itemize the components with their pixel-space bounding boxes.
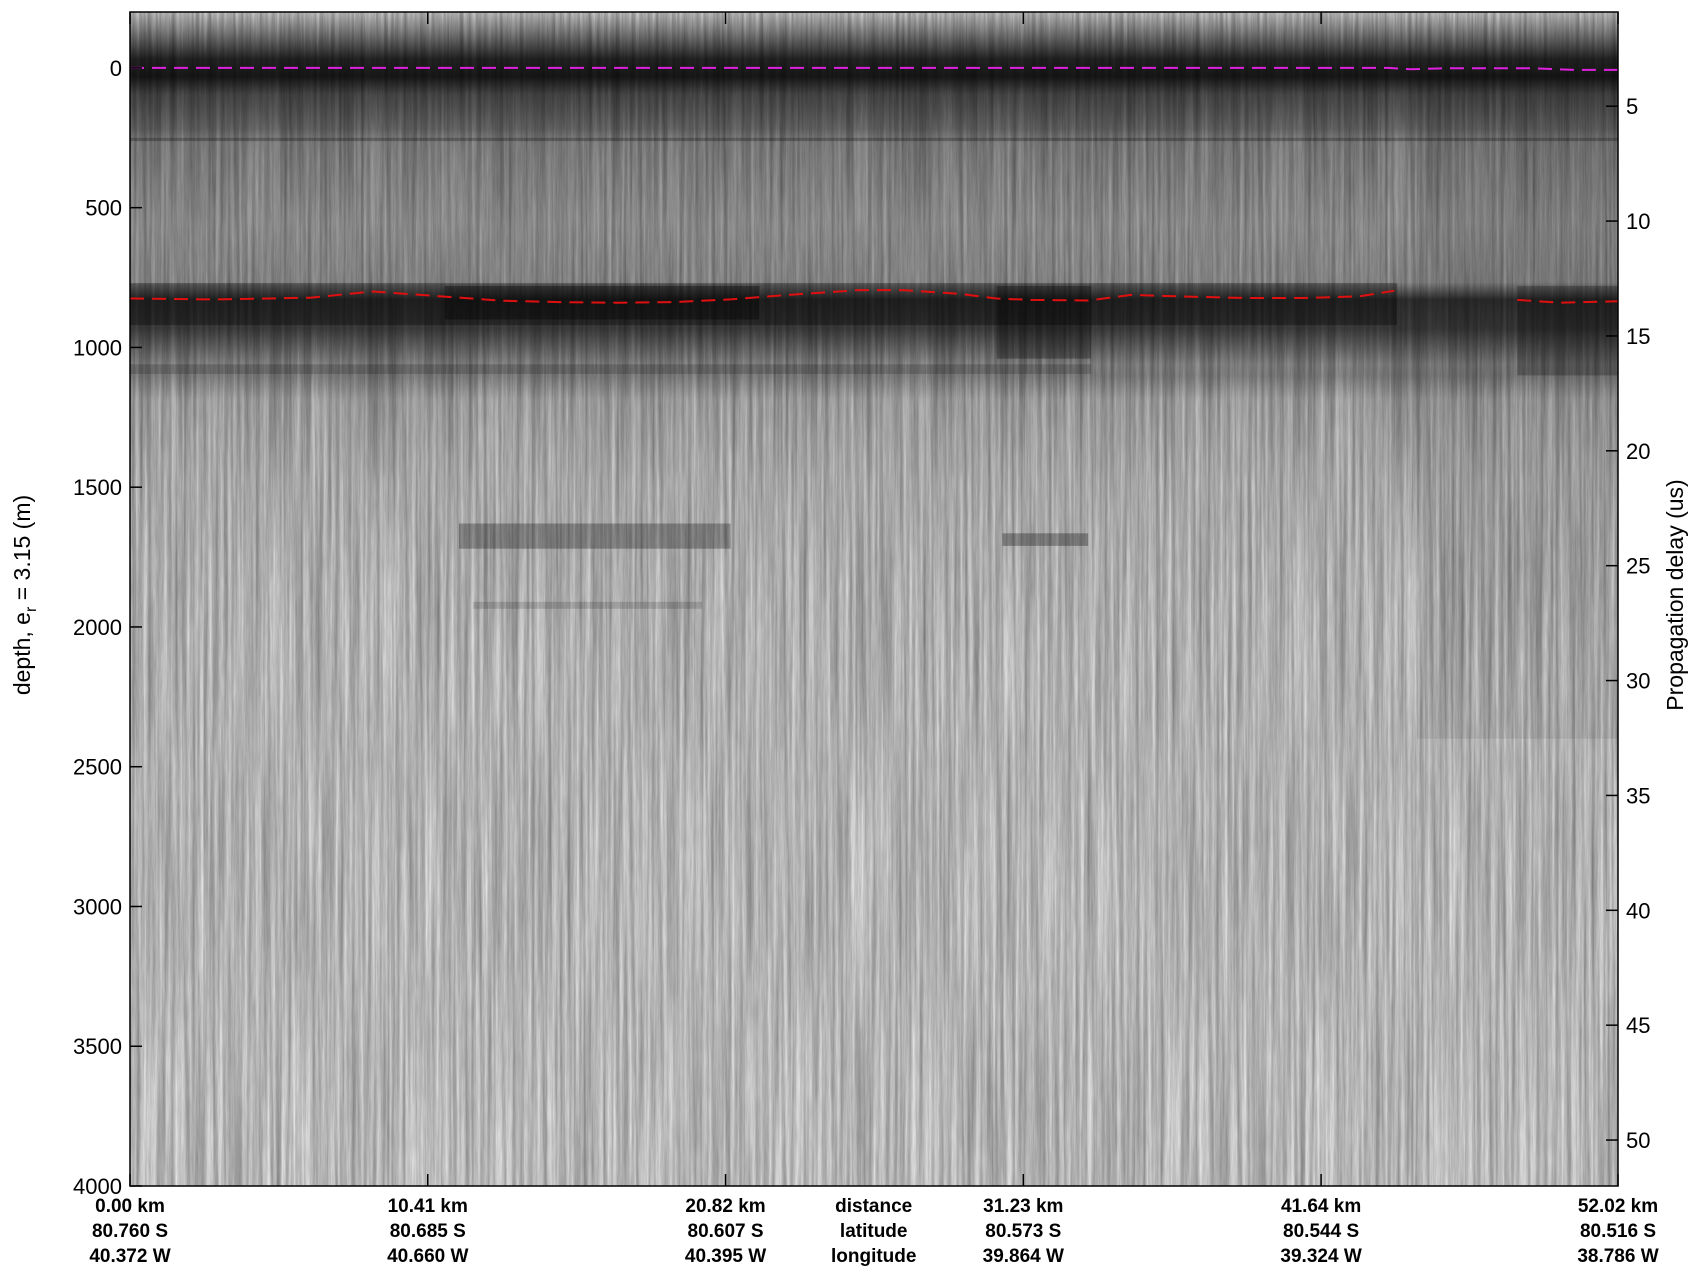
left-tick-label: 2500 bbox=[73, 755, 122, 780]
x-row-label-latitude: latitude bbox=[840, 1221, 908, 1242]
x-tick-label-longitude: 40.372 W bbox=[89, 1246, 170, 1267]
echo-band bbox=[1417, 73, 1618, 739]
x-tick-label-distance: 10.41 km bbox=[388, 1196, 468, 1217]
echo-band bbox=[458, 523, 731, 549]
echo-band bbox=[1002, 533, 1089, 546]
x-tick-label-distance: 31.23 km bbox=[983, 1196, 1063, 1217]
right-tick-label: 10 bbox=[1626, 209, 1650, 234]
echogram-features bbox=[130, 73, 1618, 739]
x-tick-label-latitude: 80.516 S bbox=[1580, 1221, 1656, 1242]
right-tick-label: 5 bbox=[1626, 94, 1638, 119]
echo-band bbox=[130, 283, 1398, 326]
left-tick-label: 2000 bbox=[73, 615, 122, 640]
echo-band bbox=[1517, 285, 1618, 376]
x-tick-label-latitude: 80.607 S bbox=[688, 1221, 764, 1242]
bottom-axis: 0.00 km 80.760 S 40.372 W 10.41 km 80.685 S 4… bbox=[89, 12, 1659, 1267]
layer-picks bbox=[130, 66, 1618, 304]
x-tick-label-longitude: 39.324 W bbox=[1280, 1246, 1361, 1267]
left-tick-label: 3000 bbox=[73, 894, 122, 919]
right-tick-label: 20 bbox=[1626, 439, 1650, 464]
echo-band bbox=[130, 364, 1092, 374]
left-tick-label: 500 bbox=[85, 196, 122, 221]
left-tick-label: 1000 bbox=[73, 335, 122, 360]
left-tick-label: 1500 bbox=[73, 475, 122, 500]
right-tick-label: 45 bbox=[1626, 1013, 1650, 1038]
right-tick-label: 50 bbox=[1626, 1128, 1650, 1153]
left-axis: 0 500 1000 1500 2000 2500 3000 3500 4000 bbox=[73, 56, 142, 1199]
left-tick-label: 4000 bbox=[73, 1174, 122, 1199]
right-tick-label: 25 bbox=[1626, 554, 1650, 579]
x-tick-label-latitude: 80.544 S bbox=[1283, 1221, 1359, 1242]
right-tick-label: 40 bbox=[1626, 898, 1650, 923]
echogram-noise bbox=[130, 12, 1618, 1186]
x-tick-label-distance: 52.02 km bbox=[1578, 1196, 1658, 1217]
x-tick-label-latitude: 80.760 S bbox=[92, 1221, 168, 1242]
x-tick-label-distance: 0.00 km bbox=[95, 1196, 165, 1217]
x-tick-label-longitude: 40.660 W bbox=[387, 1246, 468, 1267]
left-tick-label: 0 bbox=[110, 56, 122, 81]
x-tick-label-distance: 20.82 km bbox=[685, 1196, 765, 1217]
x-tick-label-longitude: 38.786 W bbox=[1577, 1246, 1658, 1267]
x-tick-label-distance: 41.64 km bbox=[1281, 1196, 1361, 1217]
plot-area bbox=[130, 12, 1618, 1186]
x-row-label-distance: distance bbox=[835, 1196, 912, 1217]
surface-pick-line bbox=[130, 66, 1618, 71]
right-tick-label: 15 bbox=[1626, 324, 1650, 349]
right-tick-label: 30 bbox=[1626, 669, 1650, 694]
left-tick-label: 3500 bbox=[73, 1034, 122, 1059]
x-tick-label-latitude: 80.685 S bbox=[390, 1221, 466, 1242]
x-tick-label-longitude: 39.864 W bbox=[983, 1246, 1064, 1267]
bed-pick-line bbox=[130, 289, 1395, 304]
x-row-label-longitude: longitude bbox=[831, 1246, 916, 1267]
right-tick-label: 35 bbox=[1626, 783, 1650, 808]
x-tick-label-longitude: 40.395 W bbox=[685, 1246, 766, 1267]
x-tick-label-latitude: 80.573 S bbox=[985, 1221, 1061, 1242]
plot-frame bbox=[129, 11, 1619, 1187]
echo-band bbox=[130, 137, 1618, 142]
echo-band bbox=[996, 285, 1092, 359]
right-axis: 5 10 15 20 25 30 35 40 45 50 bbox=[1606, 94, 1650, 1153]
left-axis-title: depth, er = 3.15 (m) bbox=[9, 495, 40, 695]
echo-band bbox=[473, 601, 703, 609]
right-axis-title: Propagation delay (us) bbox=[1662, 479, 1688, 710]
